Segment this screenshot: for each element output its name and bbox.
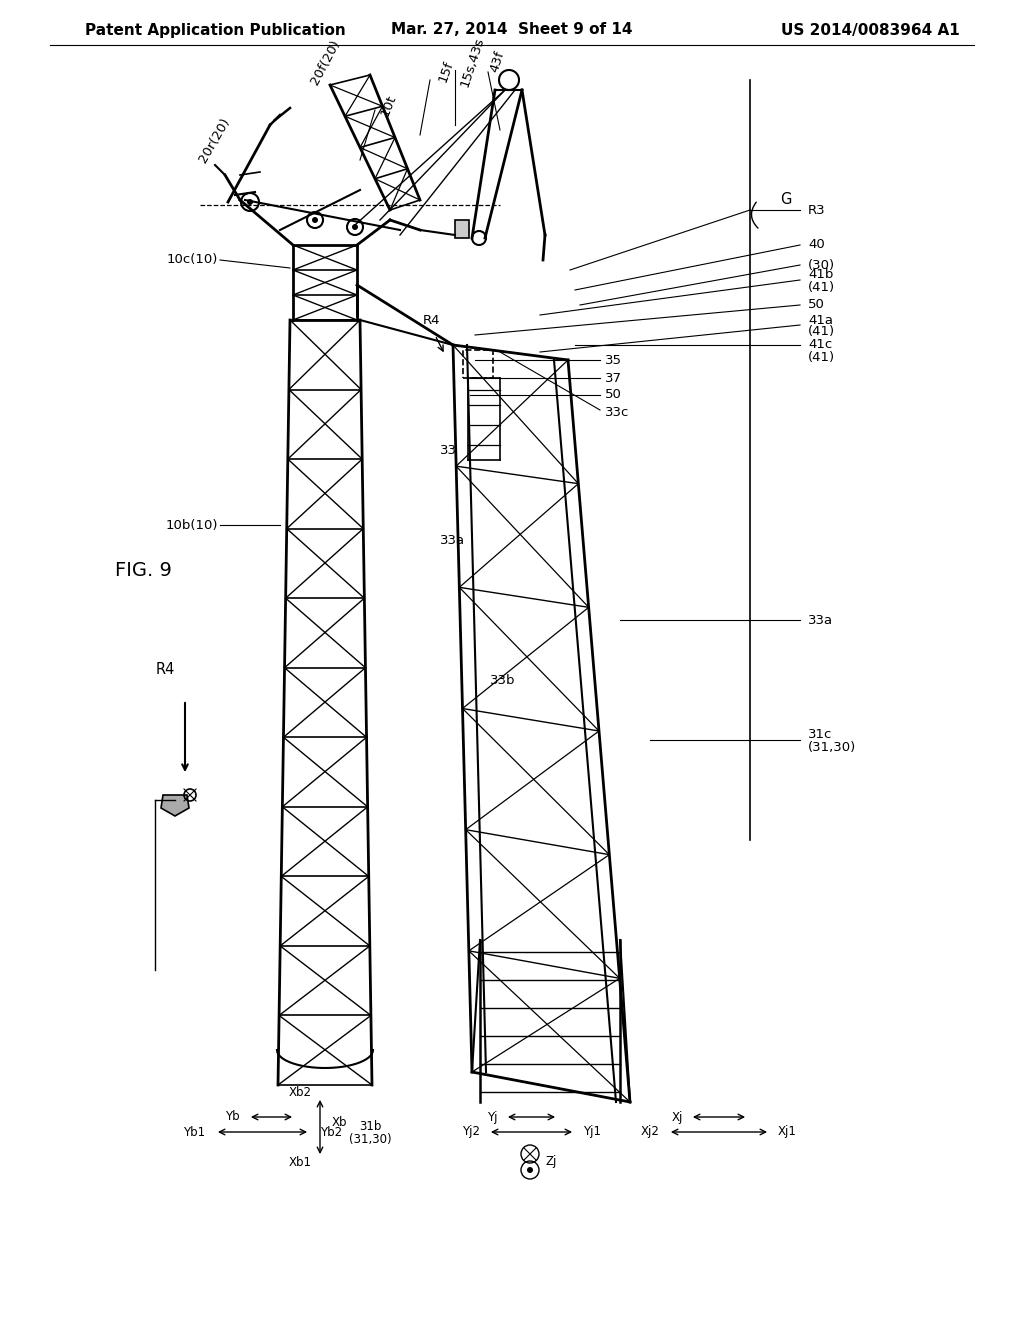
Text: Yb2: Yb2 xyxy=(319,1126,342,1138)
Text: Xb1: Xb1 xyxy=(289,1155,312,1168)
Text: Xj: Xj xyxy=(672,1110,683,1123)
Text: 10b(10): 10b(10) xyxy=(166,519,218,532)
Text: Mar. 27, 2014  Sheet 9 of 14: Mar. 27, 2014 Sheet 9 of 14 xyxy=(391,22,633,37)
Text: 50: 50 xyxy=(808,298,825,312)
Text: 35: 35 xyxy=(605,354,622,367)
Text: (31,30): (31,30) xyxy=(349,1133,391,1146)
Text: (41): (41) xyxy=(808,326,836,338)
Text: (41): (41) xyxy=(808,281,836,294)
Bar xyxy=(463,350,493,378)
Text: Yj1: Yj1 xyxy=(583,1126,601,1138)
Text: 41a: 41a xyxy=(808,314,833,326)
Text: Xj2: Xj2 xyxy=(641,1126,660,1138)
Text: FIG. 9: FIG. 9 xyxy=(115,561,172,579)
Text: 15f: 15f xyxy=(436,59,456,84)
Text: 33a: 33a xyxy=(808,614,834,627)
Text: R4: R4 xyxy=(156,663,175,677)
Text: Xb2: Xb2 xyxy=(289,1085,312,1098)
Text: Yb: Yb xyxy=(225,1110,240,1123)
Text: 10t: 10t xyxy=(378,92,398,117)
Text: Yj: Yj xyxy=(487,1110,498,1123)
Text: G: G xyxy=(780,193,792,207)
Text: 20r(20): 20r(20) xyxy=(196,115,232,165)
Text: Zj: Zj xyxy=(545,1155,556,1168)
Text: 41c: 41c xyxy=(808,338,833,351)
Text: (41): (41) xyxy=(808,351,836,363)
Text: 33: 33 xyxy=(440,444,457,457)
Text: 31c: 31c xyxy=(808,729,833,742)
Text: 37: 37 xyxy=(605,371,622,384)
Circle shape xyxy=(247,199,253,205)
Text: (30): (30) xyxy=(808,259,836,272)
Text: Yj2: Yj2 xyxy=(462,1126,480,1138)
Text: 50: 50 xyxy=(605,388,622,401)
Text: 31b: 31b xyxy=(358,1121,381,1134)
Text: R3: R3 xyxy=(808,203,825,216)
Text: 33b: 33b xyxy=(490,673,515,686)
Text: 41b: 41b xyxy=(808,268,834,281)
Text: Patent Application Publication: Patent Application Publication xyxy=(85,22,346,37)
Text: Xb: Xb xyxy=(332,1115,347,1129)
Circle shape xyxy=(527,1167,534,1173)
Text: 15s,43s: 15s,43s xyxy=(458,36,486,88)
Text: (31,30): (31,30) xyxy=(808,742,856,755)
Text: 33a: 33a xyxy=(440,533,465,546)
Text: 20f(20): 20f(20) xyxy=(308,37,342,87)
Text: US 2014/0083964 A1: US 2014/0083964 A1 xyxy=(781,22,961,37)
Bar xyxy=(455,220,469,238)
Text: 43f: 43f xyxy=(488,50,507,74)
Circle shape xyxy=(312,216,318,223)
Circle shape xyxy=(352,224,358,230)
Text: 10c(10): 10c(10) xyxy=(167,253,218,267)
Text: Yb1: Yb1 xyxy=(183,1126,205,1138)
Polygon shape xyxy=(161,795,189,816)
Text: 40: 40 xyxy=(808,239,824,252)
Text: Xj1: Xj1 xyxy=(778,1126,797,1138)
Text: 33c: 33c xyxy=(605,405,630,418)
Text: R4: R4 xyxy=(423,314,440,326)
